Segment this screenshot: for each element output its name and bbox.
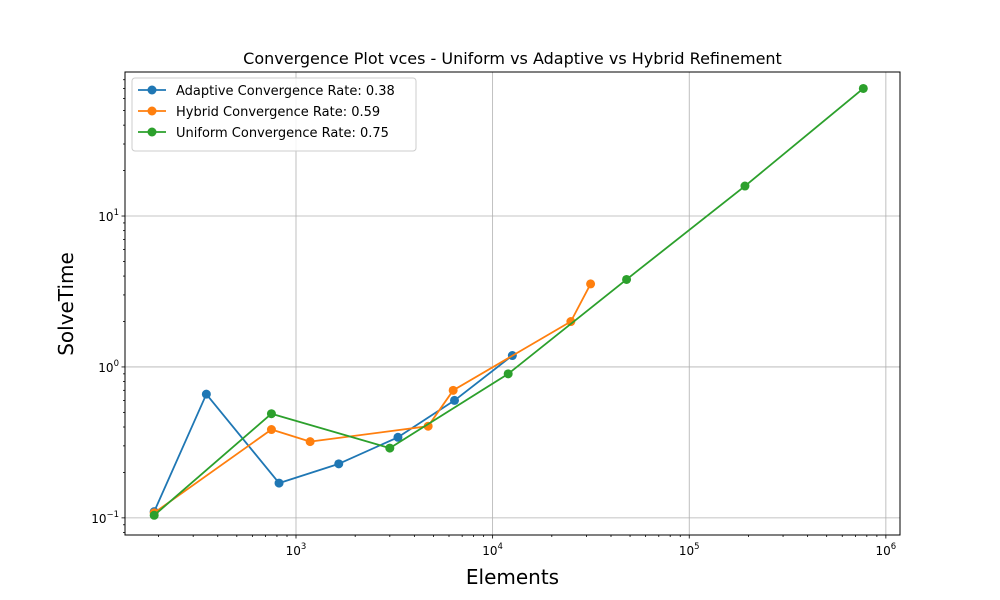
data-point <box>566 317 576 327</box>
data-point <box>448 385 458 395</box>
data-point <box>149 510 159 520</box>
legend-box <box>131 77 417 152</box>
x-axis-label: Elements <box>466 565 559 589</box>
legend: Adaptive Convergence Rate: 0.38 Hybrid Co… <box>131 77 417 152</box>
legend-swatch-marker <box>147 85 157 95</box>
y-tick-label: 10−1 <box>91 510 119 526</box>
data-point <box>586 279 596 289</box>
data-point <box>858 83 868 93</box>
data-point <box>503 369 513 379</box>
data-point <box>266 409 276 419</box>
legend-item: Adaptive Convergence Rate: 0.38 <box>138 84 395 99</box>
data-point <box>622 274 632 284</box>
data-point <box>274 478 284 488</box>
legend-swatch-marker <box>147 127 157 137</box>
data-point <box>266 425 276 435</box>
x-tick-label: 104 <box>482 542 503 558</box>
legend-item: Hybrid Convergence Rate: 0.59 <box>138 105 380 120</box>
series-2 <box>149 83 868 520</box>
y-tick-label: 101 <box>98 208 119 224</box>
y-axis-label: SolveTime <box>54 252 78 356</box>
chart-title: Convergence Plot vces - Uniform vs Adapt… <box>243 49 782 68</box>
data-point <box>740 181 750 191</box>
x-tick-label: 105 <box>679 542 700 558</box>
data-point <box>423 421 433 431</box>
series-layer <box>149 83 868 520</box>
x-tick-label: 103 <box>286 542 307 558</box>
data-point <box>385 443 395 453</box>
data-point <box>393 432 403 442</box>
legend-swatch-marker <box>147 106 157 116</box>
plot-frame <box>124 71 901 536</box>
ticks: 103 104 105 106 10−1 100 101 <box>91 79 897 558</box>
legend-label: Hybrid Convergence Rate: 0.59 <box>176 105 380 120</box>
data-point <box>305 437 315 447</box>
legend-label: Uniform Convergence Rate: 0.75 <box>176 126 389 141</box>
series-1 <box>149 279 596 518</box>
data-point <box>334 459 344 469</box>
y-tick-label: 100 <box>98 359 119 375</box>
x-tick-label: 106 <box>876 542 897 558</box>
data-point <box>201 389 211 399</box>
data-point <box>450 395 460 405</box>
legend-item: Uniform Convergence Rate: 0.75 <box>138 126 389 141</box>
legend-label: Adaptive Convergence Rate: 0.38 <box>176 84 395 99</box>
